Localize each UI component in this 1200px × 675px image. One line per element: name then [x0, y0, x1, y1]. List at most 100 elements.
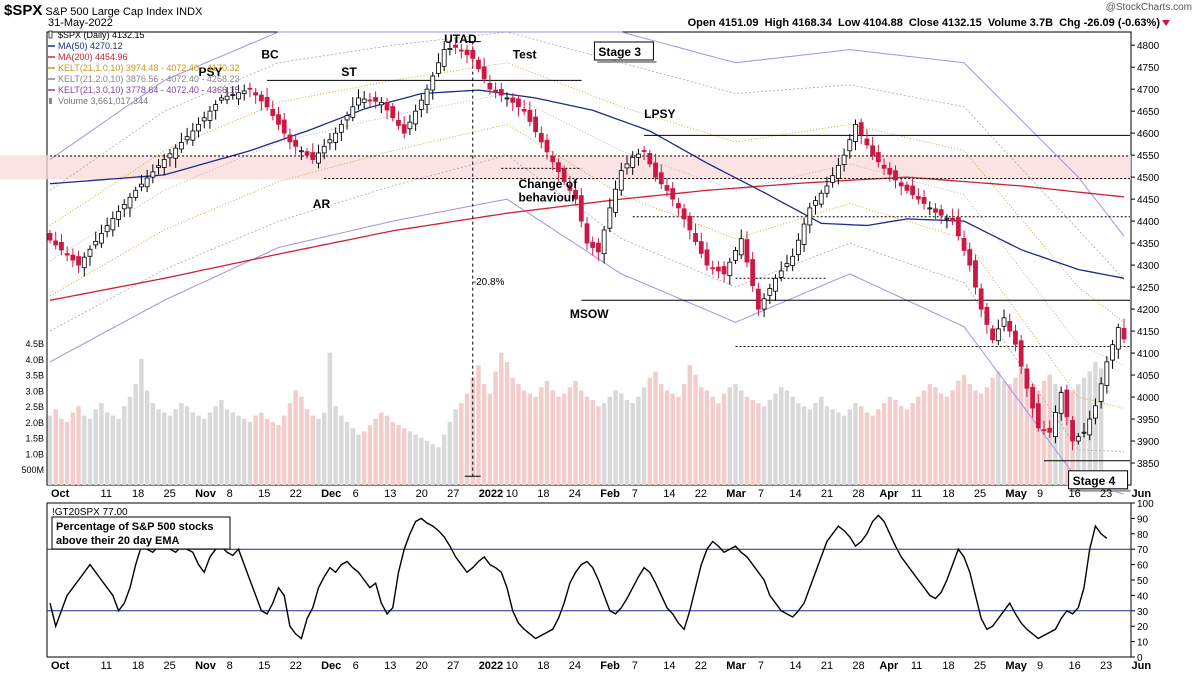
candle-body [127, 196, 133, 209]
price-tick-label: 3900 [1137, 437, 1160, 448]
candle-body [1087, 418, 1093, 436]
candle-body [476, 59, 481, 70]
keltner-2-lower-line [49, 154, 1125, 452]
candle-body [70, 254, 76, 261]
candle-body [64, 253, 70, 256]
volume-bar [190, 412, 196, 485]
candle-body [715, 266, 721, 272]
breadth-date-tick-label: Dec [321, 660, 341, 672]
price-date-tick-label: May [1005, 488, 1027, 500]
price-tick-label: 4150 [1137, 327, 1160, 338]
candle-body [424, 88, 430, 105]
price-tick-label: 4050 [1137, 371, 1160, 382]
volume-bar [801, 406, 807, 485]
breadth-tick-label: 90 [1137, 514, 1149, 525]
candle-body [721, 266, 727, 275]
volume-bar [1001, 380, 1007, 485]
candle-body [567, 184, 573, 191]
volume-bar [1058, 390, 1064, 485]
candle-body [978, 288, 984, 310]
candle-body [681, 208, 687, 220]
candle-body [436, 62, 441, 74]
candle-body [93, 240, 99, 246]
breadth-date-tick-label: Apr [879, 660, 899, 672]
candle-body [1075, 436, 1081, 442]
candle-body [618, 170, 624, 191]
candle-body [1115, 327, 1121, 350]
price-tick-label: 4600 [1137, 129, 1160, 140]
candle-body [858, 122, 864, 136]
candle-body [316, 152, 321, 164]
candle-body [139, 183, 144, 188]
volume-tick-label: 3.0B [25, 386, 44, 396]
candle-body [630, 156, 636, 168]
volume-bar [819, 396, 824, 485]
volume-bar [162, 412, 167, 485]
price-tick-label: 3950 [1137, 415, 1160, 426]
volume-bar [459, 403, 464, 485]
volume-bar [122, 406, 127, 485]
candle-body [173, 147, 179, 159]
candle-body [441, 49, 447, 67]
candle-body [533, 116, 538, 133]
candle-body [990, 328, 996, 341]
volume-bar [82, 415, 87, 485]
candle-body [224, 95, 230, 101]
volume-bar [464, 393, 470, 485]
volume-bar [516, 384, 521, 485]
candle-body [841, 154, 847, 165]
price-date-tick-label: 13 [384, 488, 396, 500]
volume-bar [619, 393, 624, 485]
candle-body [647, 152, 653, 165]
volume-bar [721, 393, 727, 485]
keltner-middle-line [49, 93, 1125, 366]
volume-bar [219, 399, 224, 485]
volume-bar [624, 399, 630, 485]
volume-bar [659, 384, 664, 485]
volume-bar [224, 409, 230, 485]
candle-body [504, 97, 510, 100]
breadth-date-tick-label: 21 [821, 660, 833, 672]
candle-body [1030, 386, 1035, 409]
volume-bar [664, 390, 670, 485]
candle-body [304, 151, 310, 156]
price-date-tick-label: 28 [852, 488, 864, 500]
volume-bar [676, 396, 681, 485]
wyckoff-annotation: LPSY [644, 107, 675, 121]
breadth-date-tick-label: 23 [1100, 660, 1112, 672]
candle-body [853, 123, 858, 142]
volume-bar [556, 396, 561, 485]
candle-body [190, 130, 196, 141]
candle-body [207, 110, 213, 121]
price-date-tick-label: 18 [132, 488, 144, 500]
candle-body [544, 139, 550, 153]
volume-bar [344, 421, 350, 485]
candle-body [264, 96, 270, 108]
candle-body [693, 233, 698, 243]
candle-body [213, 104, 219, 111]
volume-bar [339, 415, 344, 485]
volume-bar [607, 396, 613, 485]
candle-body [76, 256, 81, 266]
candle-body [498, 89, 504, 96]
candle-body [761, 298, 767, 310]
price-date-tick-label: 23 [1100, 488, 1112, 500]
volume-bar [499, 352, 504, 485]
price-date-tick-label: 18 [942, 488, 954, 500]
volume-bar [247, 421, 253, 485]
price-date-tick-label: 20 [416, 488, 428, 500]
volume-bar [150, 403, 156, 485]
price-date-tick-label: 10 [506, 488, 518, 500]
price-date-tick-label: 14 [663, 488, 675, 500]
volume-bar [356, 434, 361, 485]
volume-bar [1064, 393, 1070, 485]
volume-bar [401, 428, 407, 485]
volume-bar [521, 390, 527, 485]
candle-body [1047, 427, 1053, 433]
breadth-tick-label: 10 [1137, 638, 1149, 649]
volume-bar [784, 390, 790, 485]
volume-bar [653, 371, 658, 485]
volume-bar [476, 365, 481, 485]
candle-body [378, 101, 384, 106]
volume-bar [636, 396, 641, 485]
